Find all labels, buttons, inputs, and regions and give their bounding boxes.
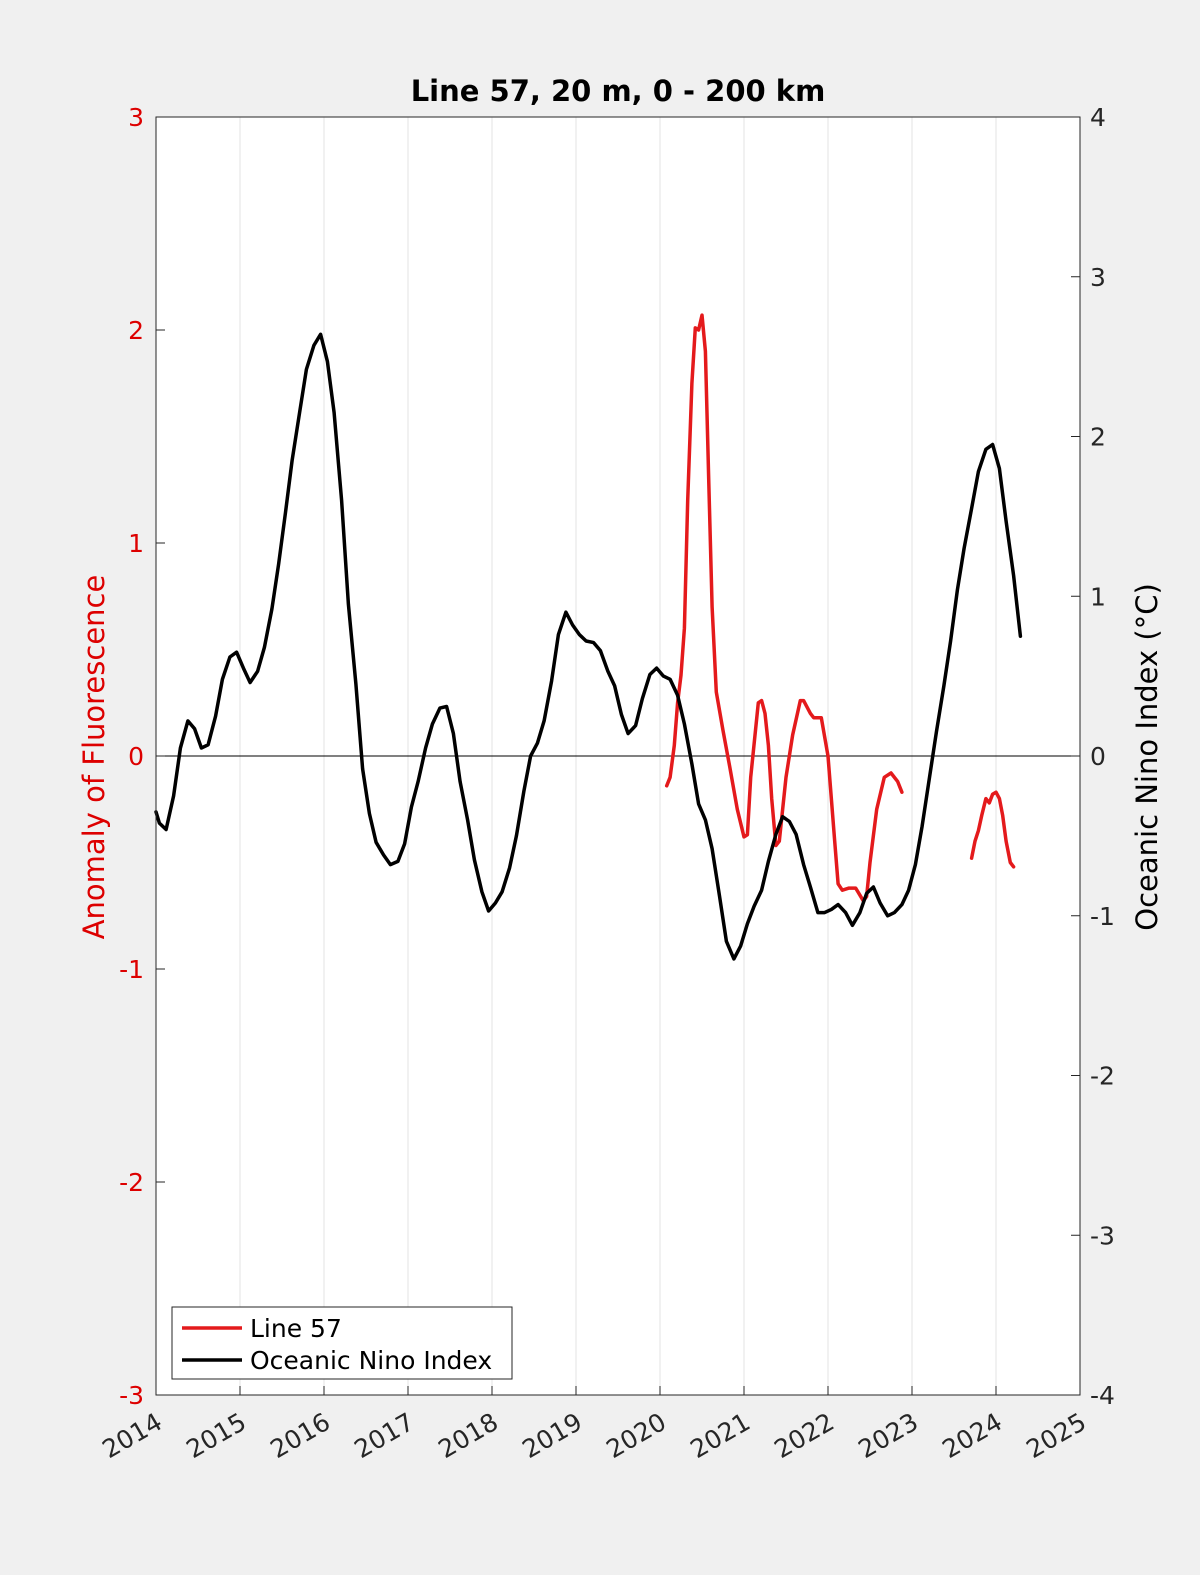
right-y-axis: -4 -3 -2 -1 0 1 2 3 4 bbox=[1071, 103, 1115, 1410]
left-y-tick-label: 1 bbox=[128, 529, 144, 558]
right-y-tick-label: 3 bbox=[1090, 263, 1106, 292]
right-y-axis-label: Oceanic Nino Index (°C) bbox=[1130, 583, 1164, 931]
right-y-tick-label: 1 bbox=[1090, 582, 1106, 611]
series-line-line-57-0 bbox=[664, 313, 904, 903]
series-line-oceanic-nino-index-0 bbox=[154, 332, 1023, 961]
right-y-tick-label: 2 bbox=[1090, 423, 1106, 452]
series-layer bbox=[154, 313, 1023, 961]
legend-box bbox=[171, 1306, 513, 1380]
right-y-tick-label: -2 bbox=[1090, 1062, 1115, 1091]
legend-label-line-57: Line 57 bbox=[250, 1314, 342, 1343]
left-y-tick-label: 2 bbox=[128, 316, 144, 345]
right-y-tick-label: 4 bbox=[1090, 103, 1106, 132]
legend-label-oni: Oceanic Nino Index bbox=[250, 1346, 492, 1375]
series-line-line-57-1 bbox=[969, 790, 1016, 869]
left-y-axis: -3 -2 -1 0 1 2 3 bbox=[119, 103, 165, 1410]
right-y-tick-label: -3 bbox=[1090, 1221, 1115, 1250]
left-y-tick-label: 0 bbox=[128, 742, 144, 771]
right-y-tick-label: 0 bbox=[1090, 742, 1106, 771]
right-y-tick-label: -1 bbox=[1090, 902, 1115, 931]
left-y-tick-label: -1 bbox=[119, 955, 144, 984]
left-y-tick-label: -2 bbox=[119, 1168, 144, 1197]
legend: Line 57 Oceanic Nino Index bbox=[171, 1306, 513, 1380]
chart-title: Line 57, 20 m, 0 - 200 km bbox=[411, 74, 826, 108]
right-y-tick-label: -4 bbox=[1090, 1381, 1115, 1410]
left-y-tick-label: 3 bbox=[128, 103, 144, 132]
left-y-tick-label: -3 bbox=[119, 1381, 144, 1410]
left-y-axis-label: Anomaly of Fluorescence bbox=[77, 575, 111, 940]
